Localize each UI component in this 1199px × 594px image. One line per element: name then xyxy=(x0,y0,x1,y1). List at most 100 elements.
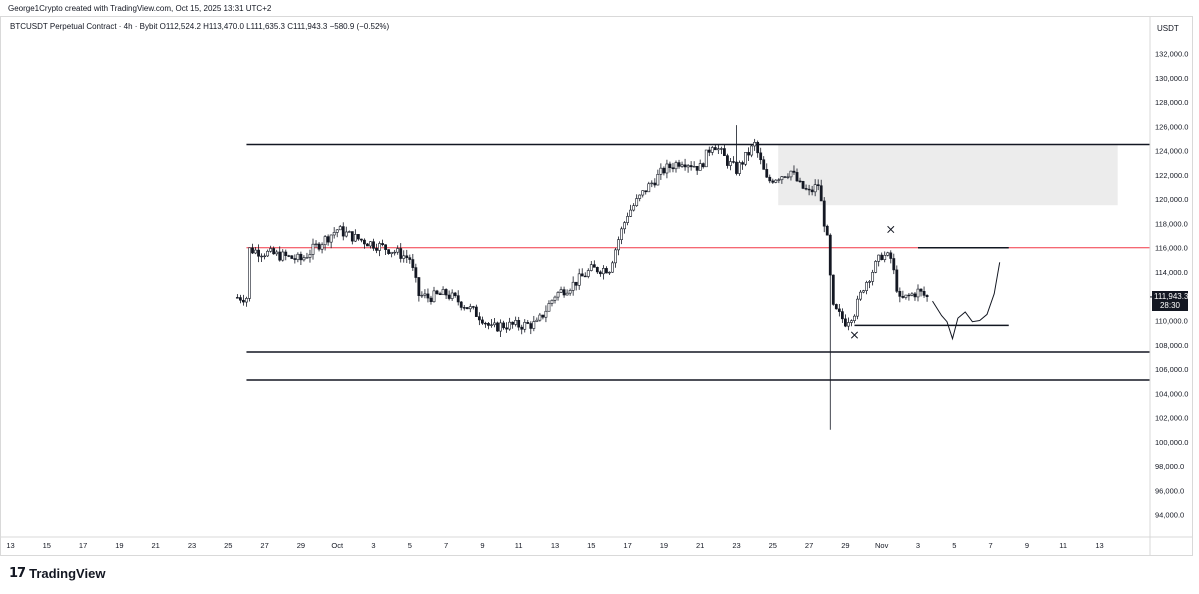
tradingview-logo-text: TradingView xyxy=(29,566,106,581)
candle-body xyxy=(556,292,560,298)
candle-body xyxy=(393,251,397,254)
candle-body xyxy=(792,170,796,173)
symbol-legend[interactable]: BTCUSDT Perpetual Contract · 4h · Bybit … xyxy=(10,22,390,31)
candle-body xyxy=(248,247,251,299)
candle-body xyxy=(726,155,729,166)
candle-body xyxy=(245,298,248,303)
candle-body xyxy=(698,163,702,171)
y-tick-label: 104,000.0 xyxy=(1155,389,1188,398)
candle-body xyxy=(411,259,415,268)
candle-body xyxy=(617,239,620,251)
candle-body xyxy=(444,289,448,296)
candle-body xyxy=(656,174,660,186)
candle-body xyxy=(496,322,499,332)
candle-body xyxy=(290,255,294,259)
y-tick-label: 130,000.0 xyxy=(1155,74,1188,83)
candle-body xyxy=(323,236,327,246)
candle-body xyxy=(571,281,575,291)
candle-body xyxy=(526,321,530,324)
candle-body xyxy=(877,254,881,262)
candle-body xyxy=(423,293,427,296)
supply-zone[interactable] xyxy=(778,144,1118,206)
candle-body xyxy=(235,297,239,299)
y-tick-label: 132,000.0 xyxy=(1155,50,1188,59)
candle-body xyxy=(405,255,409,258)
candle-body xyxy=(375,248,378,251)
x-tick-label: 13 xyxy=(551,541,559,550)
candle-body xyxy=(840,311,844,320)
candle-body xyxy=(859,291,862,300)
projection-path[interactable] xyxy=(932,262,1001,341)
candle-body xyxy=(886,252,890,256)
candle-body xyxy=(595,267,599,273)
candle-body xyxy=(505,327,509,330)
x-marker-icon[interactable] xyxy=(850,331,859,339)
candle-body xyxy=(326,236,330,243)
candle-body xyxy=(441,289,445,296)
x-tick-label: 5 xyxy=(408,541,412,550)
x-tick-label: 25 xyxy=(224,541,232,550)
candle-body xyxy=(759,152,763,161)
candle-body xyxy=(783,176,787,178)
candle-body xyxy=(296,253,300,260)
candle-body xyxy=(484,322,487,325)
candle-body xyxy=(417,277,421,296)
candle-body xyxy=(254,249,257,254)
candle-body xyxy=(601,268,605,275)
candle-body xyxy=(508,321,512,330)
candle-body xyxy=(317,243,321,250)
x-tick-label: Oct xyxy=(331,541,344,550)
candle-body xyxy=(741,162,744,165)
candle-body xyxy=(762,159,766,170)
x-marker-icon[interactable] xyxy=(887,225,895,234)
candle-body xyxy=(420,294,424,297)
candle-body xyxy=(372,241,375,249)
tradingview-logo[interactable]: 17 TradingView xyxy=(9,566,105,581)
candle-body xyxy=(895,269,899,292)
candle-body xyxy=(828,234,832,276)
candle-body xyxy=(523,321,527,330)
candle-body xyxy=(865,282,868,291)
candle-body xyxy=(704,149,708,168)
candle-body xyxy=(459,301,463,308)
candle-body xyxy=(665,163,669,174)
x-tick-label: Nov xyxy=(875,541,889,550)
y-tick-label: 106,000.0 xyxy=(1155,365,1188,374)
candle-body xyxy=(632,205,636,211)
candle-body xyxy=(853,315,856,321)
x-tick-label: 11 xyxy=(515,541,523,550)
bar-countdown: 28:30 xyxy=(1159,301,1181,310)
candle-body xyxy=(686,165,690,168)
x-tick-label: 3 xyxy=(371,541,375,550)
candle-body xyxy=(713,147,717,151)
candle-body xyxy=(553,296,557,301)
candle-body xyxy=(381,243,384,246)
candle-body xyxy=(598,271,602,275)
candle-body xyxy=(272,248,276,255)
candle-body xyxy=(831,274,835,305)
currency-label[interactable]: USDT xyxy=(1157,24,1179,33)
candle-body xyxy=(701,163,705,168)
candle-body xyxy=(692,166,696,168)
candle-body xyxy=(586,270,590,277)
candle-body xyxy=(916,288,920,298)
candle-body xyxy=(544,310,548,318)
candle-body xyxy=(477,316,481,321)
chart-credit: George1Crypto created with TradingView.c… xyxy=(8,4,272,13)
candle-body xyxy=(387,249,391,254)
candle-body xyxy=(898,291,902,297)
candle-body xyxy=(626,216,630,223)
candle-body xyxy=(499,322,502,332)
y-tick-label: 96,000.0 xyxy=(1155,486,1184,495)
candle-body xyxy=(281,251,285,261)
candle-body xyxy=(308,254,312,258)
candle-body xyxy=(302,257,306,261)
candle-body xyxy=(659,167,663,175)
candle-body xyxy=(614,249,617,264)
x-tick-label: 21 xyxy=(152,541,160,550)
candle-body xyxy=(535,319,539,322)
candle-body xyxy=(565,292,569,296)
current-price-tag: 111,943.3 28:30 xyxy=(1152,291,1188,311)
candle-body xyxy=(647,183,651,193)
